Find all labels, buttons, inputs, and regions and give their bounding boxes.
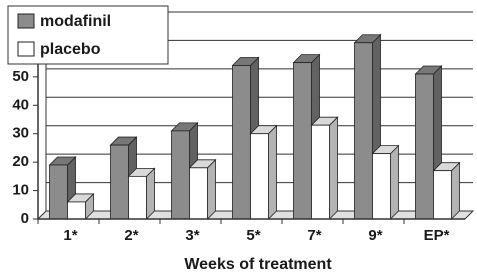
- bar: [415, 73, 434, 220]
- bars: [48, 33, 461, 220]
- bar: [372, 153, 391, 220]
- bar: [67, 201, 86, 220]
- bar: [49, 164, 68, 220]
- legend-swatch: [17, 13, 35, 29]
- legend-box: [7, 5, 169, 65]
- x-tick-label: 9*: [368, 227, 382, 244]
- bar: [189, 167, 208, 220]
- bar: [232, 65, 251, 220]
- y-tick-label: 30: [12, 125, 29, 142]
- bar-side: [146, 167, 155, 220]
- plot-fore: 0102030405060701*2*3*5*7*9*EP*modafinilp…: [7, 5, 465, 244]
- y-tick-label: 0: [21, 210, 29, 227]
- x-tick-label: EP*: [424, 227, 450, 244]
- bar: [171, 130, 190, 220]
- x-tick-label: 7*: [307, 227, 321, 244]
- x-tick-label: 3*: [185, 227, 199, 244]
- bar-side: [451, 161, 460, 220]
- legend-label: modafinil: [40, 13, 111, 30]
- x-tick-label: 2*: [124, 227, 138, 244]
- x-tick-label: 1*: [63, 227, 77, 244]
- bar: [250, 133, 269, 220]
- legend-swatch: [17, 41, 35, 57]
- bar-side: [268, 124, 277, 220]
- y-tick-label: 20: [12, 153, 29, 170]
- bar: [433, 170, 452, 220]
- bar: [293, 62, 312, 220]
- x-tick-label: 5*: [246, 227, 260, 244]
- y-tick-label: 10: [12, 182, 29, 199]
- bar: [354, 42, 373, 220]
- legend-label: placebo: [40, 41, 101, 58]
- bar: [110, 144, 129, 220]
- bar: [128, 175, 147, 220]
- y-tick-label: 50: [12, 68, 29, 85]
- bar-side: [207, 158, 216, 220]
- bar: [311, 124, 330, 220]
- y-tick-label: 40: [12, 96, 29, 113]
- x-axis-title: Weeks of treatment: [184, 256, 332, 273]
- bar-side: [390, 144, 399, 220]
- bar-side: [329, 116, 338, 220]
